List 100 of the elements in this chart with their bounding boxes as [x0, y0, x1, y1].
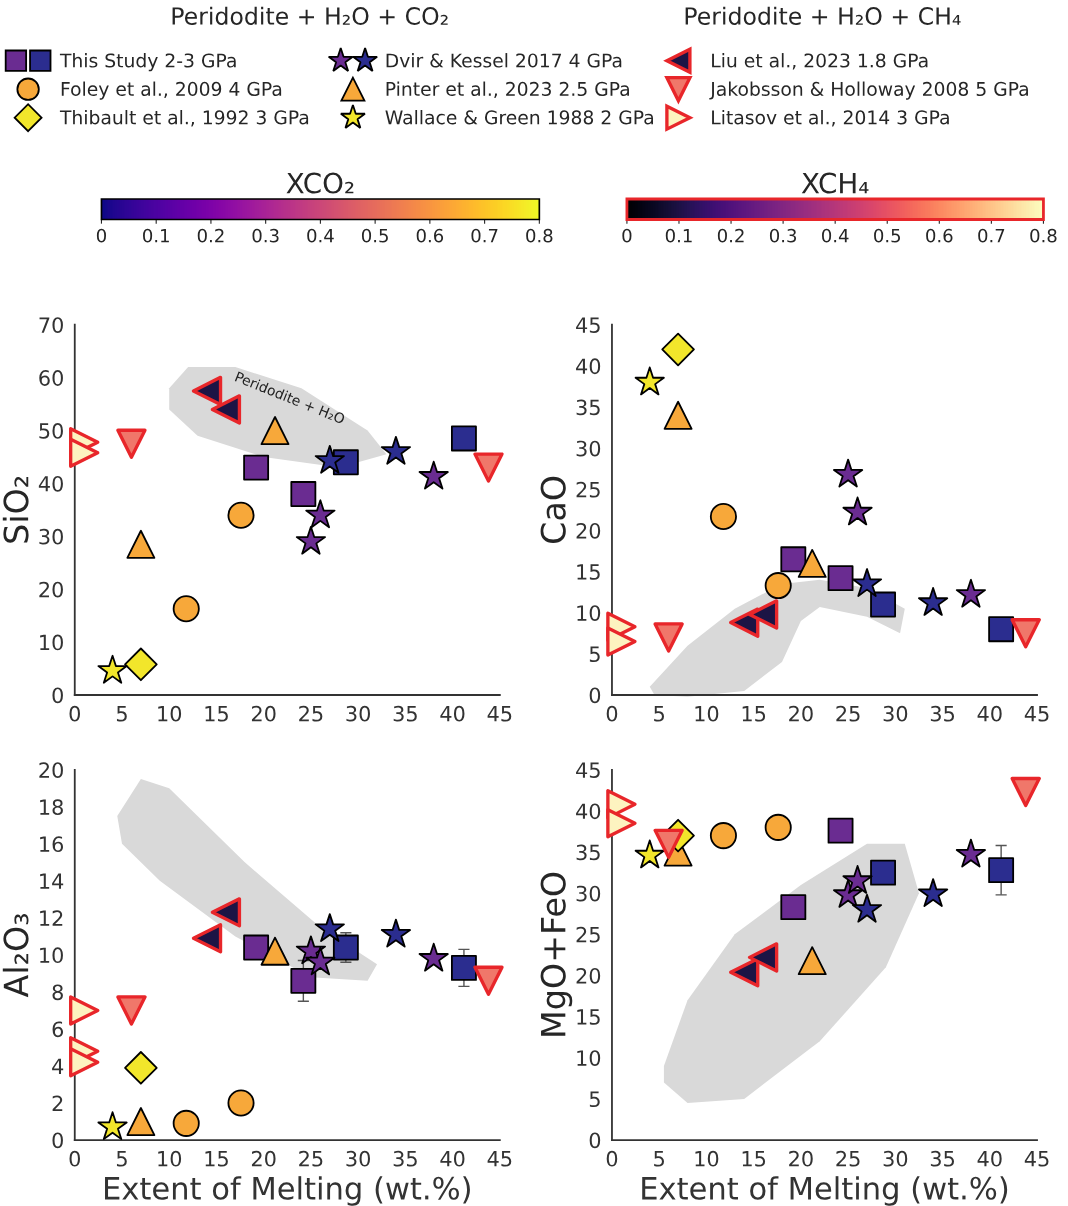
y-tick-label: 30: [576, 440, 601, 457]
y-tick-label: 0: [52, 1132, 63, 1149]
legend-label: Liu et al., 2023 1.8 GPa: [712, 53, 928, 70]
legend-label: Jakobsson & Holloway 2008 5 GPa: [709, 81, 1028, 100]
point: [260, 936, 290, 966]
y-tick-label: 20: [576, 967, 601, 984]
y-axis-title: Al₂O₃: [2, 914, 29, 998]
y-tick-label: 35: [576, 399, 600, 416]
point: [191, 923, 223, 954]
point: [653, 622, 684, 653]
point: [69, 995, 100, 1026]
x-tick-label: 20: [789, 705, 813, 722]
point: [126, 1107, 156, 1136]
y-tick-label: 18: [40, 799, 63, 816]
y-tick-label: 4: [52, 1058, 64, 1074]
legend-label: Pinter et al., 2023 2.5 GPa: [386, 81, 629, 98]
y-axis-title: SiO₂: [2, 476, 29, 543]
point: [473, 965, 504, 997]
x-tick-label: 25: [836, 705, 860, 722]
x-tick-label: 30: [346, 1150, 371, 1167]
x-tick-label: 10: [695, 705, 719, 722]
color-bar-label: 0.2: [197, 228, 224, 243]
x-tick-label: 20: [789, 1150, 813, 1167]
point: [663, 400, 693, 430]
text: Peridodite + H₂O + CO₂: [172, 6, 448, 25]
x-tick-label: 0: [606, 705, 618, 722]
x-tick-label: 15: [742, 1151, 766, 1167]
x-tick-label: 5: [654, 706, 664, 722]
color-bar-label: 0.2: [717, 228, 744, 243]
x-tick-label: 35: [930, 705, 954, 722]
color-bar-label: 0.5: [361, 228, 388, 243]
x-tick-label: 25: [836, 1150, 860, 1167]
x-tick-label: 30: [883, 705, 908, 722]
point: [661, 332, 695, 367]
point: [124, 1051, 158, 1085]
point: [97, 1111, 128, 1141]
y-tick-label: 16: [40, 836, 64, 853]
color-bar-label: 0.8: [1030, 228, 1057, 243]
x-tick-label: 40: [440, 1150, 465, 1167]
color-bar-label: 0.8: [526, 228, 553, 243]
legend-label: Thibault et al., 1992 3 GPa: [59, 109, 309, 127]
x-tick-label: 20: [251, 1150, 276, 1167]
y-tick-label: 25: [576, 481, 600, 498]
point: [634, 366, 665, 396]
x-tick-label: 40: [977, 1150, 1002, 1167]
point: [473, 452, 504, 483]
color-bar-title: XCH₄: [801, 172, 869, 194]
point: [747, 942, 779, 973]
x-tick-label: 10: [695, 1150, 719, 1167]
color-bar-label: 0: [622, 228, 632, 243]
point: [116, 995, 147, 1026]
y-tick-label: 70: [39, 317, 63, 333]
x-tick-label: 45: [487, 1151, 512, 1167]
point: [124, 647, 158, 682]
point: [332, 934, 359, 961]
y-tick-label: 40: [576, 358, 601, 375]
x-tick-label: 45: [1024, 1151, 1049, 1167]
legend-label: Wallace & Green 1988 2 GPa: [385, 109, 653, 125]
point: [69, 437, 100, 468]
y-tick-label: 10: [40, 947, 63, 964]
point: [69, 1047, 100, 1078]
color-bar-label: 0.3: [769, 228, 797, 243]
y-axis-title: CaO: [540, 476, 566, 543]
x-tick-label: 20: [251, 705, 276, 722]
y-tick-label: 35: [576, 844, 600, 861]
y-tick-label: 40: [576, 803, 601, 820]
y-tick-label: 6: [52, 1021, 64, 1038]
x-tick-label: 15: [205, 1151, 228, 1167]
point: [747, 599, 779, 630]
color-bar-label: 0: [96, 228, 106, 243]
point: [606, 808, 637, 839]
color-bar-label: 0.4: [307, 228, 334, 243]
x-tick-label: 15: [742, 706, 766, 722]
x-tick-label: 30: [346, 705, 371, 722]
legend-label: Dvir & Kessel 2017 4 GPa: [386, 53, 622, 68]
point: [1010, 618, 1041, 649]
x-tick-label: 35: [930, 1150, 954, 1167]
point: [988, 857, 1015, 884]
color-bar-label: 0.7: [978, 228, 1005, 243]
x-tick-label: 0: [606, 1150, 618, 1167]
y-tick-label: 30: [39, 528, 63, 545]
y-tick-label: 10: [40, 634, 63, 651]
x-tick-label: 35: [393, 1150, 417, 1167]
y-tick-label: 12: [40, 910, 63, 926]
point: [126, 529, 156, 559]
point: [97, 654, 128, 684]
point: [210, 897, 242, 928]
y-tick-label: 50: [39, 423, 63, 439]
point: [191, 375, 223, 407]
x-tick-label: 25: [299, 705, 323, 722]
y-tick-label: 20: [39, 762, 63, 778]
y-tick-label: 0: [589, 687, 601, 704]
y-tick-label: 14: [40, 873, 64, 889]
x-axis-title: Extent of Melting (wt.%): [642, 1176, 1008, 1206]
point: [634, 839, 665, 869]
color-bar-label: 0.7: [471, 228, 498, 243]
y-tick-label: 15: [577, 564, 600, 580]
color-bar-label: 0.1: [665, 228, 692, 243]
color-bar-title: XCO₂: [286, 172, 354, 194]
x-tick-label: 10: [158, 705, 182, 722]
